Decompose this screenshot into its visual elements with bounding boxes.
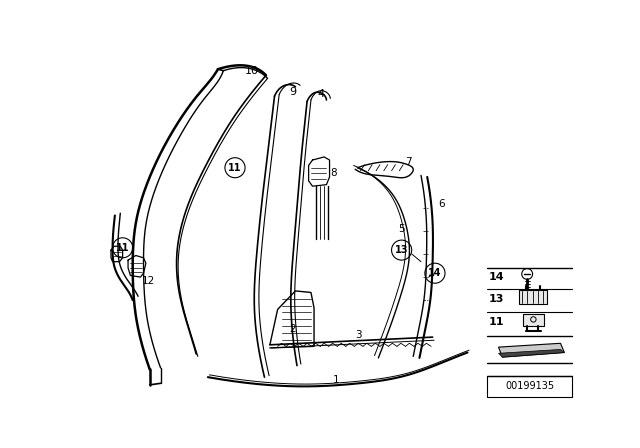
- Text: 6: 6: [438, 199, 445, 209]
- FancyBboxPatch shape: [520, 290, 547, 304]
- Text: 11: 11: [116, 243, 129, 253]
- Text: 11: 11: [228, 163, 242, 173]
- Text: 2: 2: [289, 324, 296, 334]
- Text: 14: 14: [428, 268, 442, 278]
- Text: 8: 8: [330, 168, 337, 178]
- Text: 00199135: 00199135: [505, 381, 554, 392]
- Text: 14: 14: [488, 272, 504, 282]
- Polygon shape: [499, 343, 564, 357]
- Text: 12: 12: [142, 276, 156, 286]
- Text: 5: 5: [397, 224, 404, 234]
- Text: 3: 3: [355, 330, 362, 340]
- Text: 9: 9: [289, 87, 296, 97]
- FancyBboxPatch shape: [522, 314, 544, 326]
- FancyBboxPatch shape: [487, 375, 572, 397]
- Polygon shape: [499, 349, 564, 357]
- Text: 10: 10: [245, 66, 259, 76]
- Text: 4: 4: [318, 89, 325, 99]
- Text: 13: 13: [395, 245, 408, 255]
- Text: 11: 11: [488, 317, 504, 327]
- Text: 7: 7: [406, 156, 412, 167]
- Text: 13: 13: [488, 293, 504, 304]
- Text: 1: 1: [332, 375, 339, 385]
